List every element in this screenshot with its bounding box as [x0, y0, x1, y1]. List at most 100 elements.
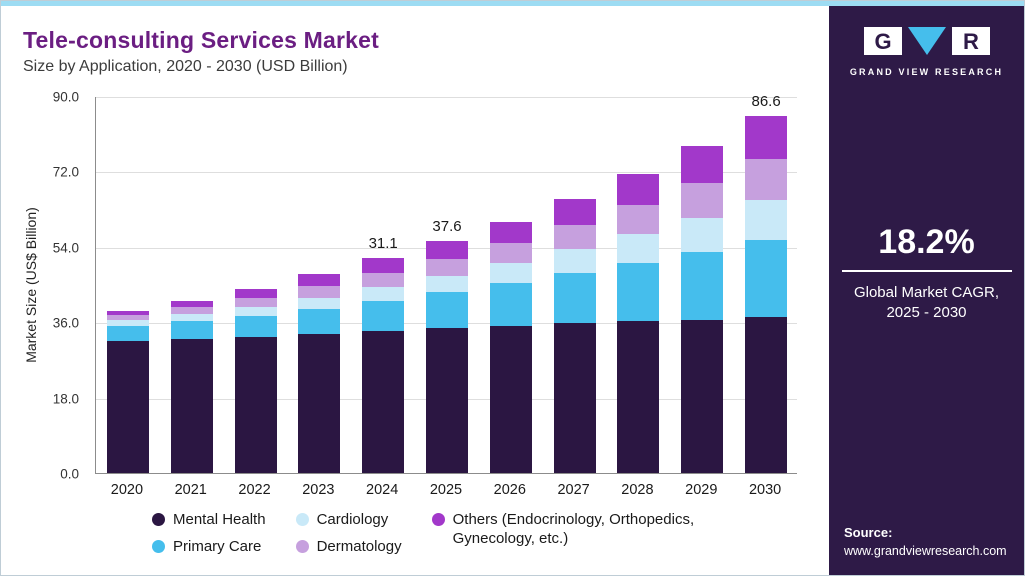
svg-text:R: R	[963, 29, 979, 54]
x-tick-label-2025: 2025	[429, 482, 463, 498]
x-tick-label-2029: 2029	[685, 482, 718, 498]
bar-2026-segment-mental	[489, 325, 532, 473]
title-block: Tele-consulting Services Market Size by …	[1, 1, 829, 76]
top-accent-strip	[1, 1, 1024, 6]
bar-2030-segment-cardiology	[745, 200, 788, 240]
x-tick-label-2022: 2022	[238, 482, 271, 498]
bar-2028-segment-mental	[617, 321, 660, 473]
x-tick-label-2026: 2026	[493, 482, 526, 498]
legend-item-others: Others (Endocrinology, Orthopedics, Gyne…	[431, 511, 747, 549]
legend-label: Others (Endocrinology, Orthopedics, Gyne…	[452, 511, 695, 547]
bar-2021-segment-others	[170, 301, 213, 308]
bar-2020-segment-dermatology	[106, 315, 149, 321]
bar-2021-segment-mental	[170, 338, 213, 473]
bar-2023-segment-dermatology	[298, 286, 341, 298]
bar-2024-segment-cardiology	[362, 287, 405, 302]
bar-2023-segment-mental	[298, 333, 341, 473]
bar-2027-segment-dermatology	[553, 224, 596, 249]
bar-2027-segment-mental	[553, 323, 596, 473]
legend-label: Primary Care	[173, 537, 262, 555]
x-tick-label-2020: 2020	[110, 482, 144, 498]
bar-value-label-2030: 86.6	[751, 93, 781, 111]
cagr-period: 2025 - 2030	[886, 304, 967, 322]
bar-2020-segment-cardiology	[106, 320, 149, 327]
bar-2025-segment-dermatology	[426, 258, 468, 276]
bar-2021-segment-cardiology	[170, 313, 213, 322]
bar-2024-segment-mental	[362, 331, 405, 473]
bar-2024-segment-others	[362, 258, 405, 274]
bar-2025-segment-mental	[426, 328, 468, 473]
bar-2021-segment-dermatology	[170, 307, 213, 314]
source-url: www.grandviewresearch.com	[844, 543, 1007, 558]
logo-text: GRAND VIEW RESEARCH	[849, 67, 1004, 77]
y-tick-label: 54.0	[52, 240, 79, 256]
gridline	[96, 97, 797, 98]
bar-2025-segment-others	[426, 240, 468, 259]
chart-subtitle: Size by Application, 2020 - 2030 (USD Bi…	[23, 58, 348, 75]
bar-2026-segment-cardiology	[489, 262, 532, 283]
legend-dot	[152, 539, 165, 553]
chart-title: Tele-consulting Services Market	[23, 27, 380, 53]
bar-2020-segment-primary	[106, 326, 149, 342]
bar-2030-segment-mental	[745, 317, 788, 473]
bar-2024-segment-dermatology	[362, 273, 405, 288]
legend-dot	[431, 513, 445, 526]
cagr-value: 18.2%	[878, 223, 975, 261]
legend-label: Cardiology	[316, 511, 389, 528]
bar-2026-segment-others	[489, 221, 532, 243]
gvr-logo-glyphs: G R	[863, 27, 990, 55]
bar-2022-segment-dermatology	[234, 297, 277, 307]
chart: Market Size (US$ Billion) 0.0 18.0 36.0 54.…	[17, 87, 817, 575]
bar-2030-segment-others	[745, 116, 788, 159]
bar-2029-segment-primary	[681, 251, 724, 320]
bar-2029-segment-mental	[681, 319, 724, 473]
plot-area: 31.1 37.6 86.6	[95, 93, 797, 474]
bar-2023-segment-primary	[298, 308, 341, 334]
bar-2024-segment-primary	[362, 301, 405, 332]
bar-value-label-2024: 31.1	[368, 235, 398, 253]
legend-column: Mental Health Primary Care	[152, 511, 266, 557]
bar-2030-segment-dermatology	[745, 158, 788, 201]
legend-label: Mental Health	[173, 511, 266, 528]
bar-2027-segment-others	[553, 198, 596, 225]
y-tick-label: 36.0	[52, 315, 79, 331]
bar-2020-segment-others	[106, 310, 149, 316]
legend-dot	[295, 513, 309, 526]
legend: Mental Health Primary Care Cardiology Derma…	[152, 511, 747, 557]
bar-2027-segment-primary	[553, 272, 596, 324]
x-tick-label-2024: 2024	[366, 482, 399, 498]
x-tick-label-2028: 2028	[621, 482, 654, 498]
bar-2026-segment-dermatology	[489, 242, 532, 263]
x-tick-label-2027: 2027	[557, 482, 590, 498]
x-tick-label-2021: 2021	[174, 482, 207, 498]
bar-2020-segment-mental	[106, 341, 149, 473]
cagr-block: 18.2% Global Market CAGR, 2025 - 2030	[829, 225, 1024, 324]
bar-2025-segment-cardiology	[426, 275, 468, 293]
bar-2022-segment-cardiology	[234, 306, 277, 316]
gridline	[96, 172, 797, 174]
bar-2023-segment-cardiology	[298, 297, 341, 309]
sidebar: G R GRAND VIEW RESEARCH 18.2% Global Mar…	[829, 1, 1024, 575]
bar-2025-segment-primary	[426, 292, 468, 329]
bar-2030-segment-primary	[745, 239, 788, 318]
y-tick-label: 90.0	[52, 89, 79, 105]
bar-2029-segment-cardiology	[681, 218, 724, 252]
legend-item-dermatology: Dermatology	[295, 537, 402, 557]
chart-panel: Tele-consulting Services Market Size by …	[1, 1, 829, 575]
y-tick-label: 0.0	[60, 466, 79, 482]
legend-dot	[152, 513, 165, 526]
gvr-logo: G R	[829, 27, 1024, 60]
y-axis-ticks: 0.0 18.0 36.0 54.0 72.0 90.0	[17, 90, 87, 482]
bar-2028-segment-others	[617, 173, 660, 205]
y-tick-label: 72.0	[52, 164, 79, 180]
legend-item-mental: Mental Health	[152, 511, 266, 530]
x-axis-labels: 2020 2021 2022 2023 2024 2025 2026 2027 2028 2029…	[95, 476, 797, 500]
svg-text:G: G	[874, 29, 891, 54]
bar-2028-segment-cardiology	[617, 234, 660, 263]
cagr-label: Global Market CAGR,	[853, 284, 1000, 301]
legend-label: Dermatology	[316, 537, 402, 555]
cagr-divider	[841, 270, 1012, 272]
bar-2023-segment-others	[298, 274, 341, 287]
bar-2021-segment-primary	[170, 321, 213, 339]
